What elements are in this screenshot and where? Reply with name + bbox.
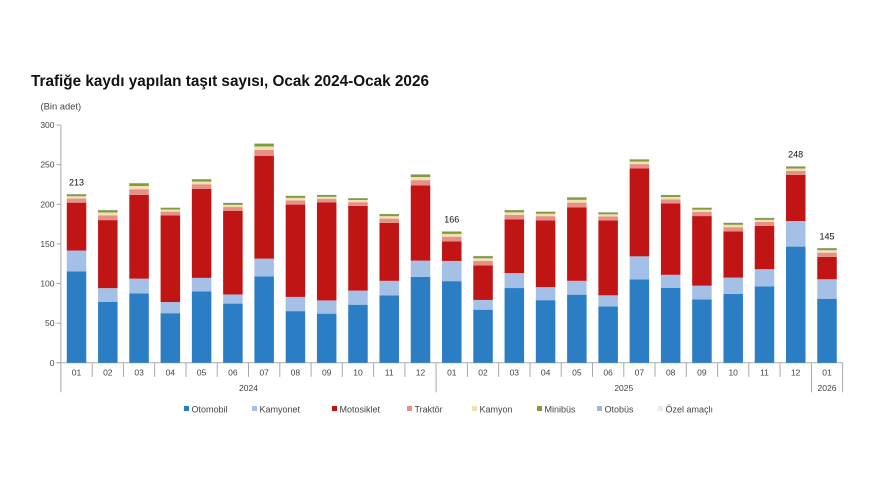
svg-text:Özel amaçlı: Özel amaçlı	[666, 405, 714, 415]
svg-text:05: 05	[197, 368, 207, 378]
svg-text:11: 11	[760, 368, 769, 378]
svg-text:2024: 2024	[239, 383, 258, 393]
svg-text:01: 01	[447, 368, 457, 378]
svg-text:Otomobil: Otomobil	[192, 405, 228, 415]
svg-text:12: 12	[416, 368, 426, 378]
svg-text:2026: 2026	[818, 383, 837, 393]
svg-text:06: 06	[603, 368, 613, 378]
svg-text:Minibüs: Minibüs	[545, 405, 577, 415]
svg-text:03: 03	[510, 368, 520, 378]
svg-text:10: 10	[353, 368, 363, 378]
svg-text:0: 0	[50, 358, 55, 368]
svg-text:02: 02	[103, 368, 113, 378]
svg-text:02: 02	[478, 368, 488, 378]
svg-text:04: 04	[166, 368, 176, 378]
svg-text:04: 04	[541, 368, 551, 378]
svg-text:145: 145	[819, 231, 834, 241]
svg-text:10: 10	[728, 368, 738, 378]
svg-text:(Bin adet): (Bin adet)	[41, 101, 82, 112]
svg-text:150: 150	[40, 239, 54, 249]
svg-text:09: 09	[697, 368, 707, 378]
svg-text:50: 50	[45, 318, 55, 328]
svg-text:300: 300	[40, 120, 54, 130]
svg-text:07: 07	[259, 368, 269, 378]
svg-text:08: 08	[291, 368, 301, 378]
svg-text:Motosiklet: Motosiklet	[340, 405, 381, 415]
svg-text:07: 07	[635, 368, 645, 378]
svg-text:250: 250	[40, 160, 54, 170]
svg-text:100: 100	[40, 279, 54, 289]
svg-text:06: 06	[228, 368, 238, 378]
svg-text:213: 213	[69, 177, 84, 187]
svg-text:03: 03	[134, 368, 144, 378]
svg-text:200: 200	[40, 199, 54, 209]
svg-text:Kamyon: Kamyon	[480, 405, 513, 415]
svg-text:Otobüs: Otobüs	[605, 405, 635, 415]
svg-text:01: 01	[822, 368, 832, 378]
svg-text:12: 12	[791, 368, 801, 378]
svg-text:166: 166	[444, 215, 459, 225]
svg-text:05: 05	[572, 368, 582, 378]
svg-text:Kamyonet: Kamyonet	[260, 405, 301, 415]
svg-text:11: 11	[385, 368, 394, 378]
svg-text:Traktör: Traktör	[415, 405, 443, 415]
svg-text:248: 248	[788, 150, 803, 160]
svg-text:2025: 2025	[614, 383, 633, 393]
svg-text:08: 08	[666, 368, 676, 378]
svg-text:Trafiğe kaydı yapılan taşıt sa: Trafiğe kaydı yapılan taşıt sayısı, Ocak…	[31, 73, 429, 90]
svg-text:09: 09	[322, 368, 332, 378]
svg-text:01: 01	[72, 368, 82, 378]
